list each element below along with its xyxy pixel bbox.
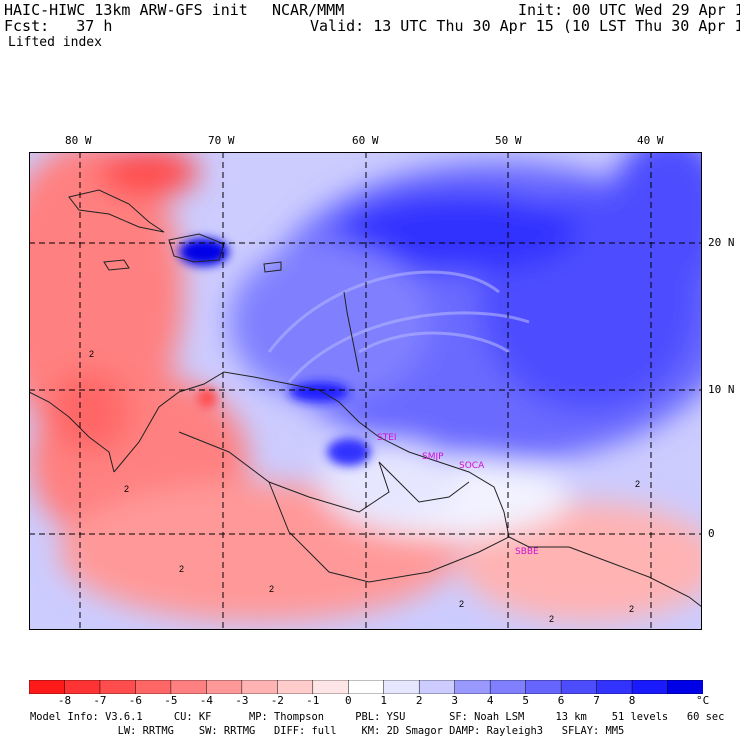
colorbar-tick-label: -4 [199,694,213,707]
boundary-guyana [378,461,470,503]
colorbar-tick-label: -2 [270,694,284,707]
colorbar-tick-label: -6 [128,694,143,707]
colorbar-swatch [454,680,491,694]
boundary-brazil-north [268,481,510,583]
colorbar-swatch [596,680,633,694]
unstable-region-caribbean [29,152,184,442]
contour-label: 2 [124,484,129,494]
colorbar-swatch [348,680,385,694]
colorbar-tick-label: 0 [344,694,352,707]
lon-label-60w: 60 W [352,134,379,147]
colorbar-swatch [135,680,172,694]
stable-swirl [229,242,429,402]
colorbar-swatch [383,680,420,694]
colorbar [29,680,703,694]
valid-time: Valid: 13 UTC Thu 30 Apr 15 (10 LST Thu … [310,17,740,35]
colorbar-tick-label: -1 [306,694,320,707]
lat-label-20n: 20 N [708,236,735,249]
lon-label-40w: 40 W [637,134,664,147]
coastline-lesser-antilles [343,291,360,373]
stable-spot-guyana [327,438,371,466]
colorbar-swatch [560,680,598,694]
field-name: Lifted index [8,35,102,50]
lat-label-0: 0 [708,527,715,540]
model-info-line2: LW: RRTMG SW: RRTMG DIFF: full KM: 2D Sm… [30,725,625,737]
forecast-hour: Fcst: 37 h [4,17,113,35]
colorbar-tick-label: 1 [380,694,388,707]
lon-label-50w: 50 W [495,134,522,147]
colorbar-tick-label: -5 [164,694,178,707]
lat-label-10n: 10 N [708,383,735,396]
coastline-jamaica [103,259,130,271]
colorbar-swatch [312,680,350,694]
colorbar-swatch [170,680,208,694]
colorbar-tick-label: 3 [451,694,458,707]
swirl-streak-2 [287,311,530,383]
station-label-soca: SOCA [459,461,485,471]
coastline-central-america [29,391,115,473]
contour-label: 2 [629,604,634,614]
colorbar-swatch [241,680,279,694]
lon-label-80w: 80 W [65,134,92,147]
colorbar-swatch [206,680,243,694]
boundary-venezuela [178,431,390,513]
contour-label: 2 [459,599,464,609]
model-info-line1: Model Info: V3.6.1 CU: KF MP: Thompson P… [30,711,725,723]
contour-label: 2 [635,479,640,489]
unstable-spot-maracaibo [197,388,217,408]
colorbar-tick-label: 4 [486,694,494,707]
colorbar-tick-label: -8 [57,694,72,707]
coastline-hispaniola [168,233,225,263]
model-title: HAIC-HIWC 13km ARW-GFS init [4,1,248,19]
map-frame [29,152,702,630]
station-label-smjp: SMJP [422,452,444,462]
colorbar-swatch [277,680,314,694]
station-label-stei: STEI [377,433,397,443]
stable-region-east [609,152,702,292]
contour-label: 2 [89,349,94,359]
colorbar-swatch [631,680,669,694]
coastline-cuba [68,189,165,233]
colorbar-swatch [489,680,527,694]
colorbar-swatch [99,680,137,694]
colorbar-tick-label: 6 [557,694,565,707]
colorbar-swatch [525,680,562,694]
colorbar-swatch [418,680,456,694]
colorbar-swatch [667,680,703,694]
stable-band [339,192,579,272]
unstable-region-brazil [459,502,702,622]
colorbar-tick-label: 7 [593,694,600,707]
coastline-brazil-east [568,546,702,608]
colorbar-tick-label: 2 [415,694,423,707]
lon-label-70w: 70 W [208,134,235,147]
org-label: NCAR/MMM [272,1,345,19]
colorbar-tick-label: -7 [93,694,107,707]
colorbar-tick-label: -3 [235,694,249,707]
contour-label: 2 [179,564,184,574]
stable-spot-trinidad [289,382,349,402]
colorbar-swatch [64,680,101,694]
swirl-streak-1 [267,270,500,353]
colorbar-unit: °C [696,694,710,707]
swirl-streak-3 [358,331,510,354]
unstable-core-panama [49,372,129,452]
contour-label: 2 [269,584,274,594]
stable-spot-hispaniola [179,238,229,266]
colorbar-tick-label: 5 [522,694,529,707]
colorbar-swatch [29,680,66,694]
coastline-puerto-rico [263,261,282,273]
station-label-sbbe: SBBE [515,547,539,557]
init-time: Init: 00 UTC Wed 29 Apr 15 [518,1,740,19]
coastline-south-america-north [113,371,569,548]
contour-label: 2 [549,614,554,624]
unstable-core-north [99,152,199,197]
lifted-index-map: 2 2 2 2 2 2 2 2 STEI SMJP SOCA SBBE [29,152,702,630]
colorbar-tick-label: 8 [628,694,636,707]
